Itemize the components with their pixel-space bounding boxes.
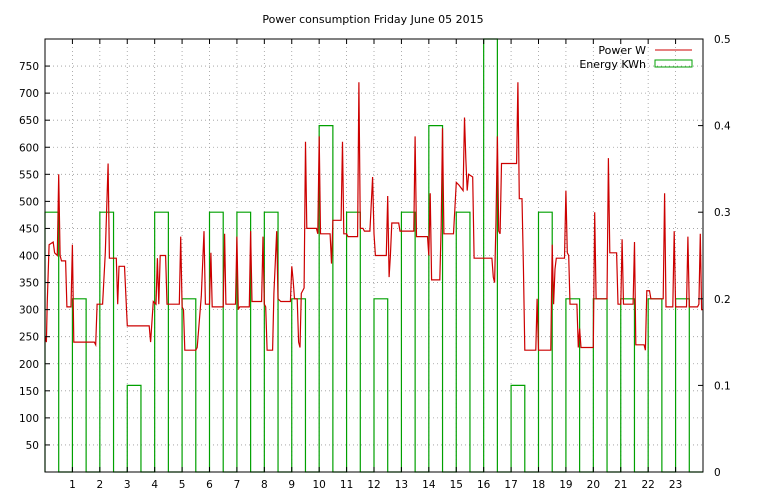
x-tick-label: 17 [504, 479, 517, 491]
y-axis-right: 0 0.1 0.2 0.3 0.4 0.5 [698, 34, 731, 479]
x-tick-label: 10 [312, 479, 325, 491]
x-tick-label: 1 [69, 479, 76, 491]
y-tick-label: 450 [19, 223, 39, 235]
x-tick-label: 2 [96, 479, 103, 491]
x-tick-label: 20 [587, 479, 600, 491]
x-tick-label: 14 [422, 479, 436, 491]
y-tick-label: 100 [19, 413, 39, 425]
x-tick-label: 21 [614, 479, 627, 491]
legend-label-energy: Energy KWh [579, 58, 646, 71]
y-tick-label: 500 [19, 196, 39, 208]
y2-tick-label: 0.2 [714, 294, 731, 306]
y2-tick-label: 0.4 [714, 121, 731, 133]
x-tick-label: 7 [234, 479, 241, 491]
x-tick-label: 22 [641, 479, 654, 491]
chart-title: Power consumption Friday June 05 2015 [262, 13, 483, 26]
y-tick-label: 350 [19, 278, 39, 290]
y-tick-label: 700 [19, 88, 39, 100]
y-tick-label: 750 [19, 61, 39, 73]
x-tick-label: 15 [450, 479, 463, 491]
y-tick-label: 200 [19, 359, 39, 371]
y2-tick-label: 0 [714, 467, 721, 479]
y-tick-label: 550 [19, 169, 39, 181]
x-tick-label: 12 [367, 479, 380, 491]
x-tick-label: 8 [261, 479, 268, 491]
y-tick-label: 400 [19, 251, 39, 263]
y-tick-label: 250 [19, 332, 39, 344]
x-tick-label: 16 [477, 479, 491, 491]
legend-swatch-energy [654, 59, 693, 68]
power-series [44, 82, 703, 351]
x-tick-label: 23 [669, 479, 682, 491]
x-tick-label: 5 [179, 479, 186, 491]
y-axis-left: 50 100 150 200 250 300 350 400 450 500 550 600 650 70… [19, 61, 50, 452]
y-tick-label: 650 [19, 115, 39, 127]
y2-tick-label: 0.5 [714, 34, 731, 46]
y-tick-label: 300 [19, 305, 39, 317]
x-tick-label: 6 [206, 479, 213, 491]
x-tick-label: 4 [151, 479, 158, 491]
x-tick-label: 19 [559, 479, 572, 491]
x-tick-label: 3 [124, 479, 131, 491]
x-tick-label: 9 [288, 479, 295, 491]
y-tick-label: 150 [19, 386, 39, 398]
power-series-line [44, 82, 703, 351]
x-tick-label: 11 [340, 479, 353, 491]
y-tick-label: 600 [19, 142, 39, 154]
x-axis: 1 2 3 4 5 6 7 8 9 10 11 12 13 14 15 16 17 18 19 20 21 22 23 [69, 39, 682, 491]
legend: Power W Energy KWh [579, 44, 693, 71]
x-tick-label: 13 [395, 479, 408, 491]
x-tick-label: 18 [532, 479, 545, 491]
y2-tick-label: 0.3 [714, 207, 731, 219]
legend-label-power: Power W [598, 44, 646, 57]
y-tick-label: 50 [26, 440, 39, 452]
y2-tick-label: 0.1 [714, 380, 731, 392]
